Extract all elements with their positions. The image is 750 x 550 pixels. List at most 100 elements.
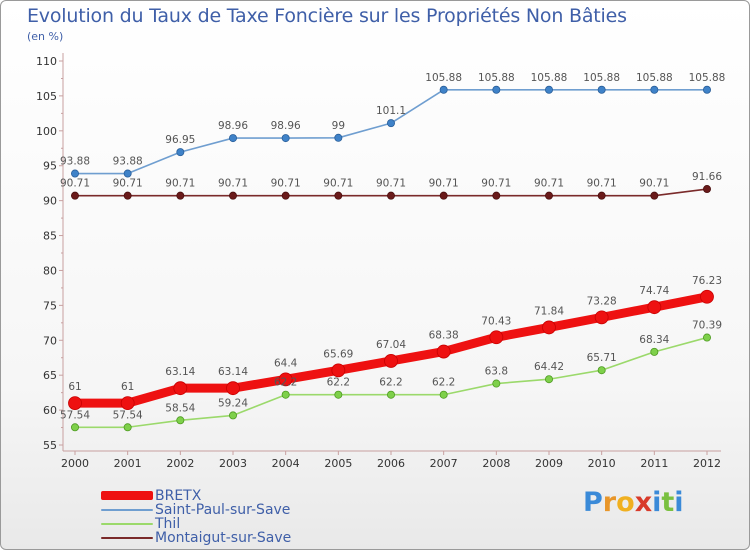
data-point-thil	[123, 423, 132, 432]
data-point-saint-paul-sur-save	[123, 169, 132, 178]
data-point-bretx	[700, 289, 714, 304]
data-label-bretx: 68.38	[429, 330, 459, 342]
data-label-bretx: 71.84	[534, 305, 564, 317]
data-point-montaigut-sur-save	[386, 191, 395, 200]
data-point-saint-paul-sur-save	[703, 85, 712, 94]
data-point-montaigut-sur-save	[703, 185, 712, 194]
proxiti-logo: Proxiti	[583, 487, 684, 518]
y-tick-label: 85	[43, 230, 57, 243]
data-label-montaigut-sur-save: 90.71	[218, 178, 248, 190]
data-point-bretx	[594, 310, 609, 325]
x-tick-label: 2003	[219, 457, 247, 470]
data-point-saint-paul-sur-save	[545, 85, 554, 94]
data-point-saint-paul-sur-save	[439, 85, 448, 94]
data-label-thil: 57.54	[60, 409, 90, 421]
legend-item-montaigut-sur-save: Montaigut-sur-Save	[101, 530, 291, 545]
data-label-bretx: 73.28	[587, 295, 617, 307]
data-point-thil	[71, 423, 80, 432]
data-label-bretx: 64.4	[274, 357, 298, 369]
data-point-bretx	[647, 300, 662, 315]
series-line-saint-paul-sur-save	[74, 88, 708, 175]
data-point-montaigut-sur-save	[71, 191, 80, 200]
data-label-bretx: 67.04	[376, 339, 406, 351]
data-label-thil: 58.54	[165, 402, 195, 414]
data-label-bretx: 65.69	[323, 348, 353, 360]
logo-letter: o	[616, 487, 635, 518]
x-tick-label: 2007	[430, 457, 458, 470]
x-tick-label: 2002	[166, 457, 194, 470]
legend-label: BRETX	[155, 487, 202, 504]
chart-subtitle: (en %)	[27, 30, 64, 43]
data-point-bretx	[489, 330, 504, 345]
legend-swatch	[101, 522, 153, 525]
data-point-thil	[281, 390, 290, 399]
data-point-bretx	[384, 354, 398, 368]
legend-swatch	[101, 491, 153, 500]
data-label-bretx: 70.43	[481, 315, 511, 327]
data-label-thil: 62.2	[274, 377, 297, 389]
chart-title: Evolution du Taux de Taxe Foncière sur l…	[27, 5, 627, 27]
data-point-bretx	[331, 363, 346, 378]
y-tick-label: 90	[43, 195, 57, 208]
data-point-saint-paul-sur-save	[281, 134, 290, 143]
data-point-thil	[228, 411, 237, 420]
data-label-montaigut-sur-save: 91.66	[692, 171, 722, 183]
data-label-saint-paul-sur-save: 105.88	[478, 72, 515, 84]
data-point-bretx	[120, 396, 135, 411]
x-tick-label: 2000	[61, 457, 89, 470]
data-label-saint-paul-sur-save: 93.88	[60, 156, 90, 168]
data-label-thil: 68.34	[639, 334, 669, 346]
data-label-saint-paul-sur-save: 105.88	[583, 72, 620, 84]
data-point-thil	[492, 379, 501, 388]
y-tick-label: 70	[43, 334, 57, 347]
logo-letter: t	[661, 487, 675, 518]
chart-legend: BRETX Saint-Paul-sur-Save Thil Montaigut-su…	[101, 487, 291, 545]
data-label-thil: 65.71	[587, 352, 617, 364]
data-label-thil: 59.24	[218, 397, 248, 409]
y-tick-label: 80	[43, 264, 57, 277]
data-point-saint-paul-sur-save	[386, 119, 395, 128]
data-point-bretx	[542, 320, 556, 335]
data-label-montaigut-sur-save: 90.71	[429, 178, 459, 190]
data-label-montaigut-sur-save: 90.71	[481, 178, 511, 190]
data-point-montaigut-sur-save	[281, 191, 290, 200]
data-label-montaigut-sur-save: 90.71	[271, 178, 301, 190]
legend-label: Saint-Paul-sur-Save	[155, 501, 291, 518]
data-point-montaigut-sur-save	[597, 191, 606, 200]
data-label-saint-paul-sur-save: 93.88	[113, 156, 143, 168]
data-point-montaigut-sur-save	[228, 191, 237, 200]
data-point-thil	[334, 390, 343, 399]
data-point-saint-paul-sur-save	[176, 148, 185, 157]
data-label-saint-paul-sur-save: 99	[332, 120, 345, 132]
data-point-saint-paul-sur-save	[650, 85, 659, 94]
x-tick-label: 2001	[114, 457, 142, 470]
data-label-saint-paul-sur-save: 105.88	[689, 72, 726, 84]
data-point-montaigut-sur-save	[439, 191, 448, 200]
data-label-bretx: 76.23	[692, 275, 722, 287]
data-point-bretx	[278, 372, 293, 387]
data-point-thil	[545, 375, 554, 384]
data-label-bretx: 63.14	[218, 366, 248, 378]
x-tick-label: 2011	[640, 457, 668, 470]
data-label-thil: 70.39	[692, 320, 722, 332]
data-label-montaigut-sur-save: 90.71	[323, 178, 353, 190]
legend-item-thil: Thil	[101, 515, 289, 532]
x-tick-label: 2009	[535, 457, 563, 470]
data-point-bretx	[226, 381, 240, 396]
x-tick-label: 2008	[482, 457, 510, 470]
y-tick-label: 60	[43, 404, 57, 417]
legend-label: Thil	[155, 515, 181, 532]
data-label-montaigut-sur-save: 90.71	[60, 178, 90, 190]
data-label-montaigut-sur-save: 90.71	[587, 178, 617, 190]
data-label-montaigut-sur-save: 90.71	[639, 178, 669, 190]
data-label-thil: 63.8	[485, 366, 508, 378]
x-tick-label: 2004	[272, 457, 300, 470]
data-label-thil: 57.54	[113, 409, 143, 421]
data-point-montaigut-sur-save	[334, 191, 343, 200]
data-point-saint-paul-sur-save	[228, 134, 237, 143]
data-label-montaigut-sur-save: 90.71	[113, 178, 143, 190]
data-point-thil	[439, 390, 448, 399]
data-point-thil	[597, 366, 606, 375]
